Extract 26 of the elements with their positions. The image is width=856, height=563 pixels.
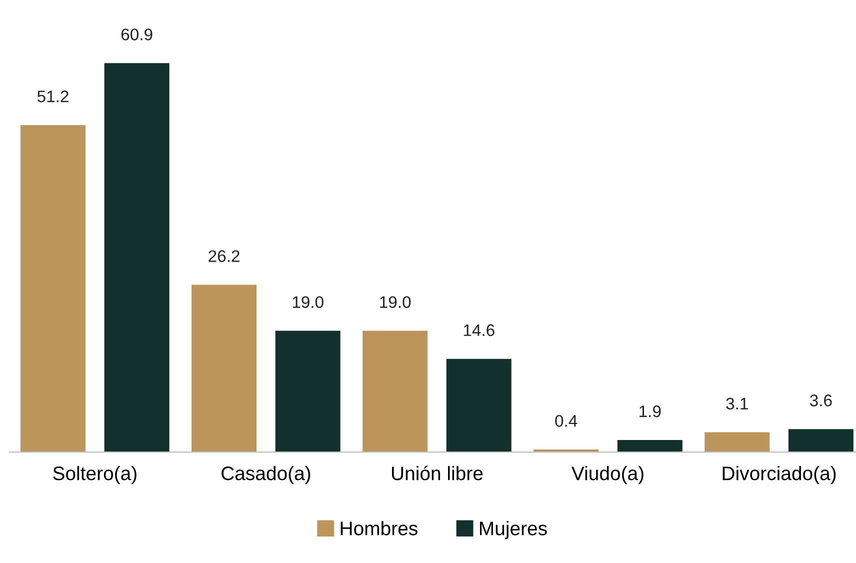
x-tick-label: Unión libre: [392, 466, 483, 480]
data-label: 14.6: [464, 324, 494, 336]
legend-label: Mujeres: [480, 521, 547, 540]
x-tick-label: Viudo(a): [572, 466, 644, 484]
bar: [446, 358, 512, 452]
data-label: 19.0: [292, 296, 324, 308]
bar: [788, 429, 854, 452]
data-label: 60.9: [121, 28, 152, 40]
data-label: 51.2: [37, 90, 68, 102]
data-label: 1.9: [640, 405, 661, 418]
bar: [275, 330, 340, 452]
data-label: 0.4: [555, 414, 578, 427]
data-label: 19.0: [380, 296, 411, 308]
bar: [362, 330, 428, 452]
bar: [617, 440, 682, 452]
legend-label: Hombres: [340, 521, 418, 536]
x-tick-label: Casado(a): [222, 466, 310, 484]
x-tick-label: Divorciado(a): [722, 466, 836, 484]
bar: [192, 284, 257, 452]
bar: [704, 432, 770, 452]
bar: [104, 63, 170, 452]
data-label: 3.1: [726, 398, 748, 410]
data-label: 26.2: [208, 250, 240, 262]
x-tick-label: Soltero(a): [53, 466, 136, 484]
bar: [20, 125, 86, 452]
data-label: 3.6: [810, 394, 832, 406]
